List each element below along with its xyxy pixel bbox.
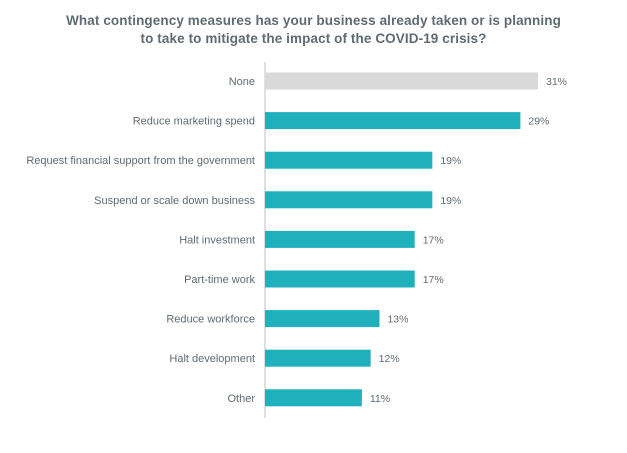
category-label: Suspend or scale down business	[94, 195, 255, 207]
category-label: Reduce workforce	[166, 314, 255, 326]
bar	[265, 151, 433, 169]
category-label: Part-time work	[184, 274, 255, 286]
bar	[265, 112, 521, 130]
bar	[265, 310, 380, 328]
category-label: Halt development	[169, 353, 255, 365]
bar	[265, 72, 538, 90]
value-label: 13%	[387, 314, 408, 326]
category-label: Reduce marketing spend	[133, 116, 255, 128]
category-label: Other	[227, 393, 255, 405]
value-label: 19%	[440, 195, 461, 207]
bar	[265, 230, 415, 248]
chart-title-line-1: What contingency measures has your busin…	[66, 13, 561, 28]
chart-title-line-2: to take to mitigate the impact of the CO…	[140, 31, 487, 46]
bar	[265, 191, 433, 209]
bar	[265, 349, 371, 367]
value-label: 17%	[423, 234, 444, 246]
value-label: 12%	[379, 353, 400, 365]
category-label: Request financial support from the gover…	[26, 155, 255, 167]
value-label: 17%	[423, 274, 444, 286]
category-label: None	[229, 76, 255, 88]
value-label: 31%	[546, 76, 567, 88]
bar	[265, 270, 415, 288]
value-label: 29%	[528, 116, 549, 128]
category-label: Halt investment	[179, 234, 255, 246]
value-label: 11%	[370, 393, 390, 405]
bar	[265, 389, 362, 407]
value-label: 19%	[440, 155, 461, 167]
